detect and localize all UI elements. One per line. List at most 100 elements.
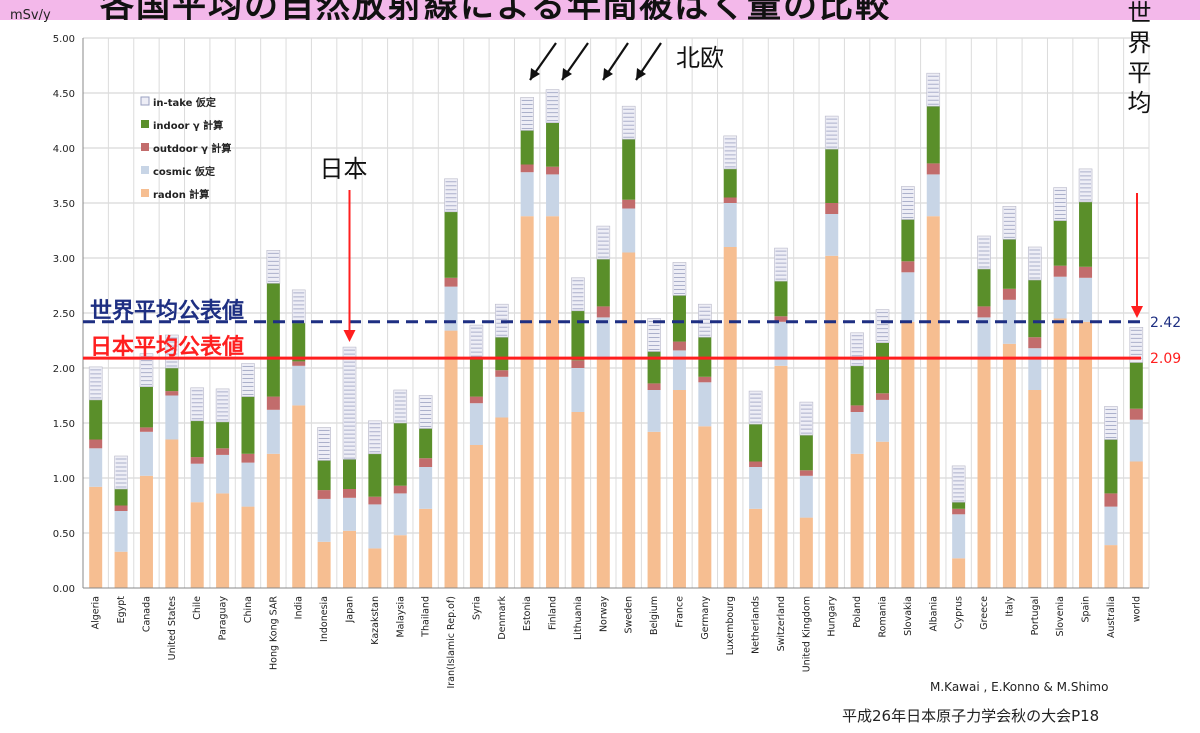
bar-segment (1028, 337, 1042, 349)
y-tick-label: 4.00 (53, 144, 75, 155)
bar-segment (774, 281, 788, 317)
bar-segment (698, 376, 712, 383)
x-tick-label: Japan (345, 596, 356, 624)
bar-segment (1002, 299, 1016, 344)
bar-segment (215, 388, 230, 423)
bar-segment (850, 412, 864, 454)
bar-segment (89, 448, 103, 487)
bar-segment (799, 435, 813, 471)
x-tick-label: Hungary (827, 596, 838, 637)
bar-segment (444, 286, 458, 331)
bar-segment (165, 395, 179, 440)
bar-segment (419, 508, 433, 588)
bar-segment (952, 508, 966, 515)
bar-segment (647, 390, 661, 432)
bar-segment (292, 365, 306, 406)
bar-segment (1079, 277, 1093, 322)
bar-segment (520, 164, 534, 173)
bar-segment (368, 504, 382, 549)
bar-segment (1028, 390, 1042, 588)
bar-segment (876, 399, 889, 442)
bar-segment (774, 321, 788, 366)
bar-segment (266, 409, 280, 454)
bar-segment (876, 441, 889, 588)
x-tick-label: Romania (878, 596, 889, 638)
bar-segment (672, 350, 686, 390)
bar-segment (1053, 220, 1067, 266)
bar-segment (799, 475, 813, 518)
x-tick-label: Netherlands (751, 596, 762, 654)
bar-segment (88, 366, 103, 401)
x-tick-label: Indonesia (319, 596, 330, 642)
x-tick-label: Chile (192, 596, 203, 620)
bar-segment (1104, 439, 1118, 494)
bar-segment (749, 467, 763, 509)
bar-segment (495, 376, 509, 418)
credit-authors: M.Kawai , E.Konno & M.Shimo (930, 680, 1109, 694)
bar-segment (901, 219, 915, 262)
bar-segment (977, 306, 991, 318)
x-tick-label: Estonia (522, 596, 533, 631)
bar-segment (266, 453, 280, 588)
x-tick-label: Italy (1004, 596, 1015, 617)
y-tick-label: 3.50 (53, 199, 75, 210)
bar-segment (622, 252, 636, 588)
bar-segment (292, 361, 306, 366)
annotations: 日本 北欧 世界平均 (320, 0, 1151, 342)
y-axis-unit: mSv/y (10, 8, 51, 23)
bar-segment (495, 417, 509, 588)
bar-segment (723, 247, 737, 588)
bar-segment (266, 283, 280, 397)
bar-segment (1129, 419, 1143, 462)
bar-segment (698, 382, 712, 427)
bar-segment (799, 401, 814, 436)
bar-segment (495, 370, 509, 377)
bar-segment (1028, 348, 1042, 390)
bar-segment (1129, 362, 1143, 409)
bar-segment (368, 496, 382, 505)
bar-segment (114, 551, 128, 588)
bar-segment (1079, 266, 1093, 278)
bar-segment (647, 383, 661, 390)
bar-segment (444, 330, 458, 588)
x-tick-label: United Kingdom (801, 596, 812, 672)
bar-segment (571, 368, 585, 412)
bar-segment (698, 426, 712, 588)
bar-segment (622, 199, 636, 209)
bar-segment (165, 334, 179, 369)
legend-label: indoor γ 計算 (153, 119, 223, 132)
bar-segment (343, 459, 356, 489)
bar-segment (216, 493, 230, 588)
bar-segment (596, 359, 610, 588)
bar-segment (89, 486, 103, 588)
y-tick-label: 3.00 (53, 254, 75, 265)
bar-segment (596, 317, 610, 360)
x-tick-label: Finland (548, 596, 559, 630)
bar-segment (368, 453, 382, 497)
bar-segment (1002, 206, 1017, 240)
bar-segment (520, 172, 534, 217)
bar-segment (291, 289, 306, 324)
y-tick-label: 0.50 (53, 529, 75, 540)
bar-segment (774, 365, 788, 588)
bar-segment (444, 178, 458, 213)
bar-segment (317, 541, 331, 588)
x-tick-label: Cyprus (954, 596, 965, 629)
legend-swatch (141, 120, 149, 128)
bar-segment (165, 368, 179, 392)
legend-label: outdoor γ 計算 (153, 142, 231, 155)
bar-segment (926, 174, 940, 217)
x-tick-label: Sweden (624, 596, 635, 634)
bar-segment (343, 530, 356, 588)
reference-label: 世界平均公表値 (90, 298, 244, 324)
y-tick-label: 0.00 (53, 584, 75, 595)
bar-segment (672, 390, 686, 588)
bar-segment (748, 390, 763, 425)
bar-segment (393, 423, 407, 486)
bar-segment (520, 216, 534, 588)
bar-segment (571, 277, 585, 312)
bar-segment (1129, 461, 1143, 588)
annotation-world: 世界平均 (1123, 0, 1151, 120)
credit-source: 平成26年日本原子力学会秋の大会P18 (842, 707, 1100, 725)
bar-segment (875, 309, 890, 344)
